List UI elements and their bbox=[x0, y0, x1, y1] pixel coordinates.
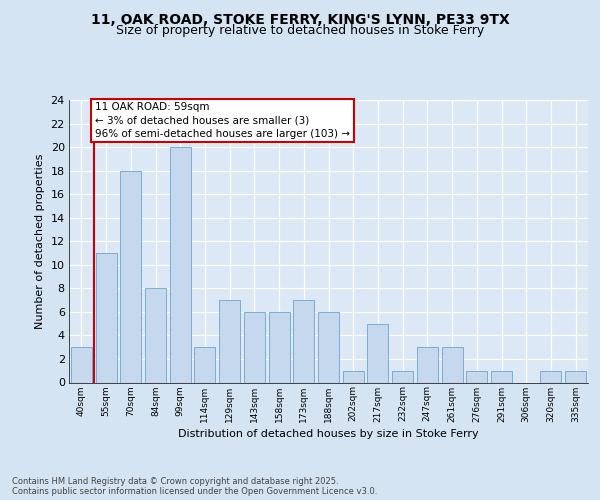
Bar bbox=[442, 347, 463, 382]
Bar bbox=[95, 253, 116, 382]
Bar bbox=[565, 370, 586, 382]
Bar bbox=[194, 347, 215, 382]
Bar bbox=[392, 370, 413, 382]
Bar bbox=[417, 347, 438, 382]
Text: Contains HM Land Registry data © Crown copyright and database right 2025.
Contai: Contains HM Land Registry data © Crown c… bbox=[12, 476, 377, 496]
Bar bbox=[541, 370, 562, 382]
Y-axis label: Number of detached properties: Number of detached properties bbox=[35, 154, 45, 329]
X-axis label: Distribution of detached houses by size in Stoke Ferry: Distribution of detached houses by size … bbox=[178, 428, 479, 438]
Bar bbox=[244, 312, 265, 382]
Bar bbox=[170, 147, 191, 382]
Bar bbox=[367, 324, 388, 382]
Text: 11, OAK ROAD, STOKE FERRY, KING'S LYNN, PE33 9TX: 11, OAK ROAD, STOKE FERRY, KING'S LYNN, … bbox=[91, 12, 509, 26]
Text: Size of property relative to detached houses in Stoke Ferry: Size of property relative to detached ho… bbox=[116, 24, 484, 37]
Bar bbox=[343, 370, 364, 382]
Bar bbox=[120, 170, 141, 382]
Bar bbox=[491, 370, 512, 382]
Bar bbox=[71, 347, 92, 382]
Bar bbox=[466, 370, 487, 382]
Bar bbox=[293, 300, 314, 382]
Bar bbox=[269, 312, 290, 382]
Bar bbox=[145, 288, 166, 382]
Text: 11 OAK ROAD: 59sqm
← 3% of detached houses are smaller (3)
96% of semi-detached : 11 OAK ROAD: 59sqm ← 3% of detached hous… bbox=[95, 102, 350, 139]
Bar bbox=[318, 312, 339, 382]
Bar bbox=[219, 300, 240, 382]
